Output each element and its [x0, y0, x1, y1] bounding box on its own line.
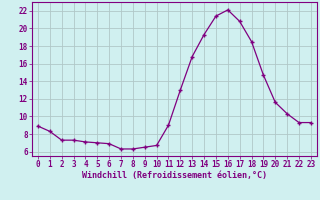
- X-axis label: Windchill (Refroidissement éolien,°C): Windchill (Refroidissement éolien,°C): [82, 171, 267, 180]
